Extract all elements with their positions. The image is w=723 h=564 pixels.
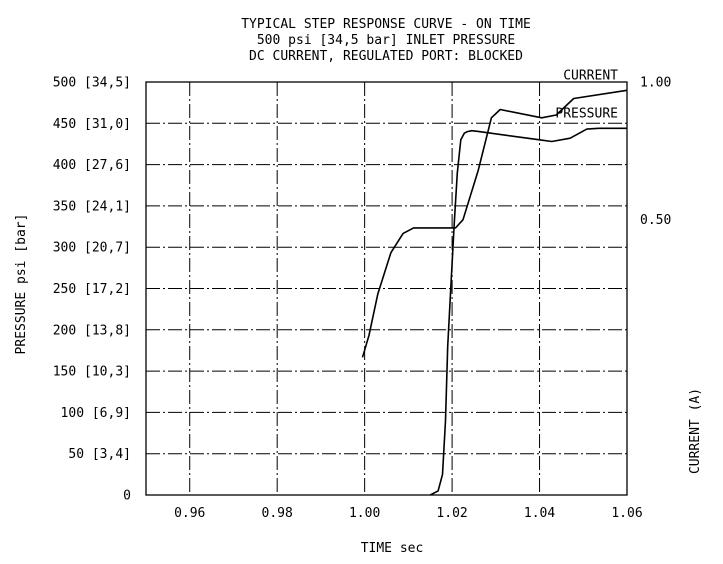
y-left-tick-label-9: 450 [31,0] — [53, 117, 131, 132]
y-left-tick-label-10: 500 [34,5] — [53, 76, 131, 91]
ticks: 0.96 0.98 1.00 1.02 1.04 1.06 0 50 [3,4] 100 [6,… — [53, 76, 672, 522]
y-left-tick-label-2: 100 [6,9] — [61, 406, 131, 421]
x-tick-label-4: 1.04 — [524, 506, 555, 521]
series-label-current: CURRENT — [563, 68, 618, 83]
y-left-tick-label-4: 200 [13,8] — [53, 323, 131, 338]
y-right-tick-label-1: 1.00 — [640, 76, 671, 91]
x-tick-label-5: 1.06 — [611, 506, 642, 521]
y-left-tick-label-1: 50 [3,4] — [68, 447, 131, 462]
y-left-tick-label-7: 350 [24,1] — [53, 199, 131, 214]
chart-subtitle-1: 500 psi [34,5 bar] INLET PRESSURE — [257, 33, 515, 48]
chart-title: TYPICAL STEP RESPONSE CURVE - ON TIME — [241, 17, 531, 32]
y-left-tick-label-5: 250 [17,2] — [53, 282, 131, 297]
x-axis-label: TIME sec — [361, 541, 424, 556]
y-axis-label-right: CURRENT (A) — [688, 388, 703, 474]
series-line-current — [361, 89, 628, 358]
y-axis-label-left: PRESSURE psi [bar] — [14, 214, 29, 355]
plot-frame — [145, 81, 628, 496]
x-tick-label-1: 0.98 — [262, 506, 293, 521]
x-tick-label-3: 1.02 — [436, 506, 467, 521]
x-tick-label-0: 0.96 — [174, 506, 205, 521]
series: PRESSURE CURRENT — [361, 68, 628, 496]
series-label-pressure: PRESSURE — [555, 106, 618, 121]
series-line-pressure — [429, 127, 627, 496]
y-left-tick-label-8: 400 [27,6] — [53, 158, 131, 173]
y-left-tick-label-6: 300 [20,7] — [53, 241, 131, 256]
chart-subtitle-2: DC CURRENT, REGULATED PORT: BLOCKED — [249, 49, 523, 64]
x-tick-label-2: 1.00 — [349, 506, 380, 521]
y-right-tick-label-0: 0.50 — [640, 213, 671, 228]
grid — [146, 82, 627, 495]
y-left-tick-label-3: 150 [10,3] — [53, 365, 131, 380]
y-left-tick-label-0: 0 — [123, 489, 131, 504]
